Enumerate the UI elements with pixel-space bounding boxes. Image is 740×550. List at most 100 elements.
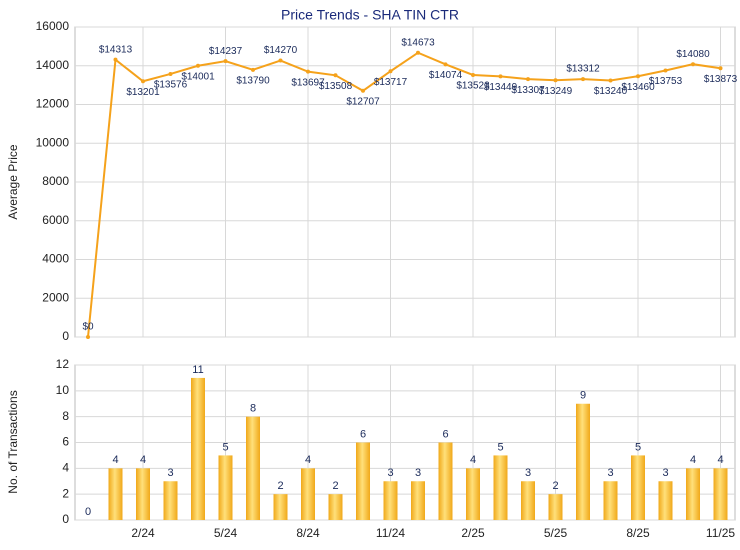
data-label: 4 — [717, 454, 723, 466]
data-label: 0 — [85, 506, 91, 518]
bar — [356, 442, 370, 520]
data-label: $13460 — [621, 82, 655, 93]
bar — [328, 494, 343, 520]
data-label: $14001 — [181, 71, 215, 82]
point — [553, 78, 558, 83]
data-label: $13508 — [319, 81, 353, 92]
y-tick-label: 14000 — [36, 58, 70, 72]
data-label: 2 — [332, 480, 338, 492]
bar — [411, 481, 425, 520]
point — [581, 77, 585, 82]
bar — [713, 468, 728, 520]
y-tick-label: 2 — [62, 486, 69, 500]
x-tick-label: 5/24 — [214, 526, 238, 540]
y-tick-label: 4 — [62, 461, 69, 475]
point — [278, 58, 283, 63]
data-label: $13449 — [484, 82, 518, 93]
y-tick-label: 10 — [56, 383, 70, 397]
bar — [218, 455, 233, 520]
bar — [603, 481, 618, 520]
data-label: 2 — [277, 480, 283, 492]
point — [223, 59, 228, 64]
x-tick-label: 8/24 — [296, 526, 320, 540]
bar — [301, 468, 315, 520]
y-tick-label: 8 — [62, 409, 69, 423]
data-label: 4 — [470, 454, 476, 466]
data-label: $13576 — [154, 80, 188, 91]
bar — [548, 494, 563, 520]
data-label: 5 — [635, 441, 641, 453]
point — [416, 50, 420, 55]
data-label: 9 — [580, 390, 586, 402]
data-label: 11 — [192, 364, 203, 376]
x-tick-label: 11/24 — [376, 526, 405, 540]
data-label: 4 — [305, 454, 311, 466]
point — [498, 74, 503, 79]
data-label: $14074 — [429, 70, 463, 81]
y-tick-label: 2000 — [42, 290, 69, 304]
x-tick-label: 11/25 — [706, 526, 735, 540]
y-axis-label: No. of Transactions — [6, 390, 20, 493]
point — [141, 79, 145, 84]
data-label: $13523 — [456, 81, 490, 92]
y-tick-label: 10000 — [36, 135, 70, 149]
data-label: $13697 — [291, 77, 325, 88]
y-axis-label: Average Price — [6, 144, 20, 219]
data-label: 5 — [497, 441, 503, 453]
data-label: $13249 — [539, 86, 573, 97]
data-label: $14080 — [676, 49, 710, 60]
point — [608, 78, 613, 83]
y-tick-label: 6 — [62, 435, 69, 449]
data-label: $12707 — [346, 96, 380, 107]
data-label: 3 — [167, 467, 173, 479]
data-label: 4 — [140, 454, 146, 466]
data-label: 6 — [442, 428, 448, 440]
point — [251, 67, 255, 72]
data-label: $0 — [82, 322, 94, 333]
data-label: 3 — [415, 467, 421, 479]
data-label: $14313 — [99, 44, 133, 55]
data-label: 4 — [112, 454, 118, 466]
point — [663, 68, 668, 73]
bar — [273, 494, 288, 520]
data-label: $13753 — [649, 76, 683, 87]
point — [196, 63, 200, 68]
y-tick-label: 16000 — [36, 19, 70, 33]
chart-title: Price Trends - SHA TIN CTR — [281, 7, 459, 23]
data-label: 4 — [690, 454, 696, 466]
bar — [108, 468, 123, 520]
bar — [521, 481, 535, 520]
point — [526, 77, 530, 82]
data-label: 8 — [250, 403, 256, 415]
data-label: $13307 — [511, 85, 545, 96]
point — [361, 88, 365, 93]
data-label: 5 — [222, 441, 228, 453]
y-tick-label: 8000 — [42, 174, 69, 188]
x-tick-label: 2/25 — [461, 526, 485, 540]
data-label: $13717 — [374, 77, 408, 88]
y-tick-label: 6000 — [42, 213, 69, 227]
point — [113, 57, 118, 62]
data-label: 3 — [607, 467, 613, 479]
bar — [658, 481, 673, 520]
data-label: $13790 — [236, 75, 270, 86]
data-label: $13312 — [566, 64, 600, 75]
line — [87, 51, 721, 338]
x-tick-label: 5/25 — [544, 526, 568, 540]
data-label: 2 — [552, 480, 558, 492]
bar — [383, 481, 398, 520]
bar — [246, 416, 260, 520]
data-label: 3 — [525, 467, 531, 479]
point — [471, 72, 475, 77]
bar — [631, 455, 645, 520]
y-tick-label: 0 — [62, 512, 69, 526]
bar — [576, 403, 590, 520]
bar — [493, 455, 508, 520]
x-tick-label: 8/25 — [626, 526, 650, 540]
bar — [163, 481, 178, 520]
bar — [466, 468, 480, 520]
data-label: $13201 — [126, 87, 160, 98]
y-tick-label: 12 — [56, 357, 70, 371]
point — [718, 66, 723, 71]
bar — [191, 377, 205, 520]
